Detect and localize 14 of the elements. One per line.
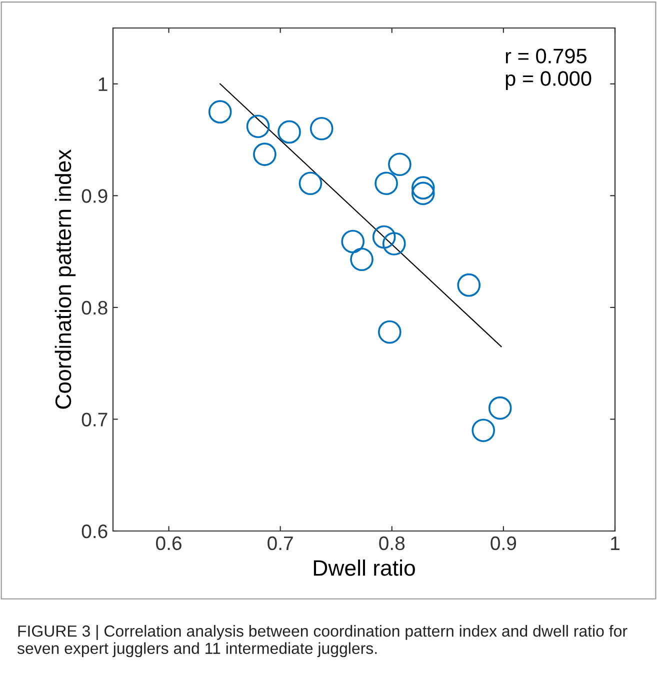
x-axis-title: Dwell ratio: [314, 560, 415, 576]
x-tick-label: 0.9: [490, 536, 516, 550]
y-tick-label: 0.9: [82, 189, 108, 203]
x-tick-label: 0.8: [379, 536, 405, 550]
y-axis-title: Coordination pattern index: [54, 149, 76, 409]
y-tick-label: 0.8: [82, 300, 108, 315]
annotation: r = 0.795 p = 0.000: [506, 48, 592, 90]
x-tick-label: 0.7: [268, 536, 293, 550]
x-tick-label: 1: [611, 536, 620, 550]
y-tick-label: 0.6: [82, 524, 108, 538]
x-tick-label: 0.6: [156, 536, 182, 550]
y-tick-label: 1: [98, 78, 108, 91]
y-tick-label: 0.7: [82, 412, 108, 426]
caption: FIGURE 3 | Correlation analysis between coordination pattern index and dwell ratio for seven expert jugglers and 11 intermediate jugglers.: [17, 625, 628, 658]
